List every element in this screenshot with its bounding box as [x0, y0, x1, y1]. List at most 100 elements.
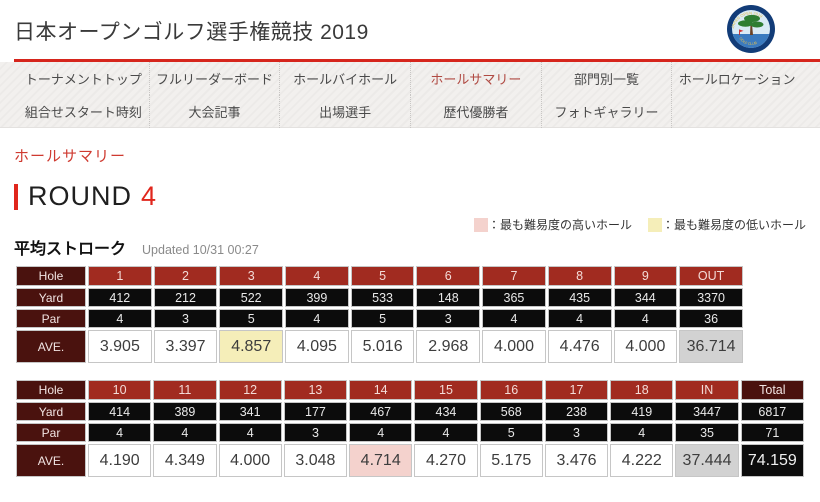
ave-cell-15: 4.270	[414, 444, 478, 477]
updated-timestamp: Updated 10/31 00:27	[142, 243, 259, 257]
front-nine-table: Hole 1 2 3 4 5 6 7 8 9 OUT Yard 412 212 522 399 533 148 36…	[14, 264, 745, 365]
par-cell-8: 4	[547, 309, 612, 328]
par-cell-3: 5	[219, 309, 284, 328]
par-cell-15: 4	[414, 423, 478, 442]
ave-cell-11: 4.349	[153, 444, 217, 477]
nav-item-photo-gallery[interactable]: フォトギャラリー	[540, 95, 672, 128]
yard-cell-12: 341	[218, 402, 282, 421]
yard-cell-11: 389	[153, 402, 217, 421]
ave-cell-16: 5.175	[479, 444, 543, 477]
front-nine-hole-row: Hole 1 2 3 4 5 6 7 8 9 OUT	[16, 266, 743, 286]
ave-cell-9: 4.000	[613, 330, 678, 363]
logo-flag	[739, 29, 744, 33]
japan-open-logo: JAPAN OPEN 2019 GOLF CLUB	[727, 5, 775, 53]
back-nine-par-row: Par 4 4 4 3 4 4 5 3 4 35 71	[16, 423, 804, 442]
logo-tree-crown	[738, 20, 753, 27]
hole-cell-13: 13	[283, 380, 348, 400]
nav-item-past-champions[interactable]: 歴代優勝者	[410, 95, 541, 128]
nav-item-players[interactable]: 出場選手	[279, 95, 410, 128]
par-cell-1: 4	[88, 309, 152, 328]
hole-cell-out: OUT	[679, 266, 743, 286]
par-row-label: Par	[16, 423, 86, 442]
header-accent-line	[14, 59, 820, 62]
nav-item-tournament-top[interactable]: トーナメントトップ	[24, 72, 142, 87]
par-cell-13: 3	[283, 423, 348, 442]
ave-cell-7: 4.000	[482, 330, 546, 363]
logo-tree-crown	[750, 21, 764, 28]
hole-cell-14: 14	[349, 380, 413, 400]
average-strokes-header: 平均ストローク Updated 10/31 00:27	[14, 235, 806, 259]
nav-item-hole-summary[interactable]: ホールサマリー	[410, 62, 541, 95]
yard-cell-3: 522	[219, 288, 284, 307]
ave-cell-in: 37.444	[675, 444, 739, 477]
par-cell-6: 3	[416, 309, 481, 328]
ave-cell-4: 4.095	[285, 330, 349, 363]
round-heading: ROUND 4	[14, 181, 820, 212]
nav-item-hole-by-hole[interactable]: ホールバイホール	[279, 62, 410, 95]
yard-cell-7: 365	[482, 288, 546, 307]
hole-row-label: Hole	[16, 266, 86, 286]
par-cell-16: 5	[479, 423, 543, 442]
yard-cell-8: 435	[547, 288, 612, 307]
hole-cell-2: 2	[153, 266, 218, 286]
yard-cell-13: 177	[283, 402, 348, 421]
hole-cell-8: 8	[547, 266, 612, 286]
hole-summary-tables: Hole 1 2 3 4 5 6 7 8 9 OUT Yard 412 212 522 399 533 148 36…	[14, 264, 820, 479]
par-cell-10: 4	[88, 423, 152, 442]
nav-item-tournament-articles[interactable]: 大会記事	[148, 95, 280, 128]
average-strokes-title: 平均ストローク	[14, 241, 127, 258]
hole-cell-18: 18	[610, 380, 674, 400]
hole-cell-1: 1	[88, 266, 152, 286]
back-nine-hole-row: Hole 10 11 12 13 14 15 16 17 18 IN Total	[16, 380, 804, 400]
nav-item-pairings-start-times[interactable]: 組合せスタート時刻	[24, 105, 142, 120]
hole-cell-5: 5	[350, 266, 415, 286]
hole-cell-16: 16	[479, 380, 543, 400]
yard-cell-4: 399	[285, 288, 349, 307]
par-cell-9: 4	[613, 309, 678, 328]
hole-cell-3: 3	[219, 266, 284, 286]
ave-cell-8: 4.476	[547, 330, 612, 363]
yard-cell-5: 533	[350, 288, 415, 307]
ave-cell-3: 4.857	[219, 330, 284, 363]
yard-cell-16: 568	[479, 402, 543, 421]
par-row-label: Par	[16, 309, 86, 328]
nav-item-category-list[interactable]: 部門別一覧	[540, 62, 672, 95]
difficulty-legend: ：最も難易度の高いホール ：最も難易度の低いホール	[14, 216, 806, 233]
legend-highest-difficulty: ：最も難易度の高いホール	[473, 216, 632, 233]
yard-cell-2: 212	[153, 288, 218, 307]
par-cell-total: 71	[740, 423, 804, 442]
main-nav: トーナメントトップ フルリーダーボード ホールバイホール ホールサマリー 部門別…	[0, 62, 820, 128]
legend-lowest-label: ：最も難易度の低いホール	[661, 218, 806, 232]
par-cell-18: 4	[610, 423, 674, 442]
ave-cell-6: 2.968	[416, 330, 481, 363]
logo-water	[732, 34, 770, 48]
back-nine-table: Hole 10 11 12 13 14 15 16 17 18 IN Total Yard 414 389 3…	[14, 378, 806, 479]
par-cell-7: 4	[482, 309, 546, 328]
yard-cell-6: 148	[416, 288, 481, 307]
nav-item-hole-location[interactable]: ホールロケーション	[671, 62, 802, 95]
round-label: ROUND	[28, 181, 132, 211]
ave-cell-18: 4.222	[610, 444, 674, 477]
legend-highest-label: ：最も難易度の高いホール	[487, 218, 632, 232]
site-title: 日本オープンゴルフ選手権競技 2019	[14, 21, 369, 44]
logo-tree-crown	[744, 14, 760, 23]
page-header: 日本オープンゴルフ選手権競技 2019 JAPAN OPEN 2019 GOLF…	[0, 0, 820, 62]
front-nine-ave-row: AVE. 3.905 3.397 4.857 4.095 5.016 2.968 4.000 4…	[16, 330, 743, 363]
lowest-difficulty-swatch	[647, 217, 662, 232]
nav-empty-cell	[671, 95, 802, 128]
logo-tree-trunk	[750, 24, 753, 35]
ave-cell-14: 4.714	[349, 444, 413, 477]
hole-cell-4: 4	[285, 266, 349, 286]
yard-cell-in: 3447	[675, 402, 739, 421]
ave-row-label: AVE.	[16, 444, 86, 477]
ave-cell-12: 4.000	[218, 444, 282, 477]
yard-cell-18: 419	[610, 402, 674, 421]
hole-cell-17: 17	[544, 380, 609, 400]
ave-cell-total: 74.159	[740, 444, 804, 477]
round-number: 4	[141, 181, 158, 211]
nav-item-full-leaderboard[interactable]: フルリーダーボード	[148, 62, 280, 95]
hole-cell-15: 15	[414, 380, 478, 400]
page-title: ホールサマリー	[14, 148, 127, 165]
ave-cell-10: 4.190	[88, 444, 152, 477]
yard-cell-9: 344	[613, 288, 678, 307]
